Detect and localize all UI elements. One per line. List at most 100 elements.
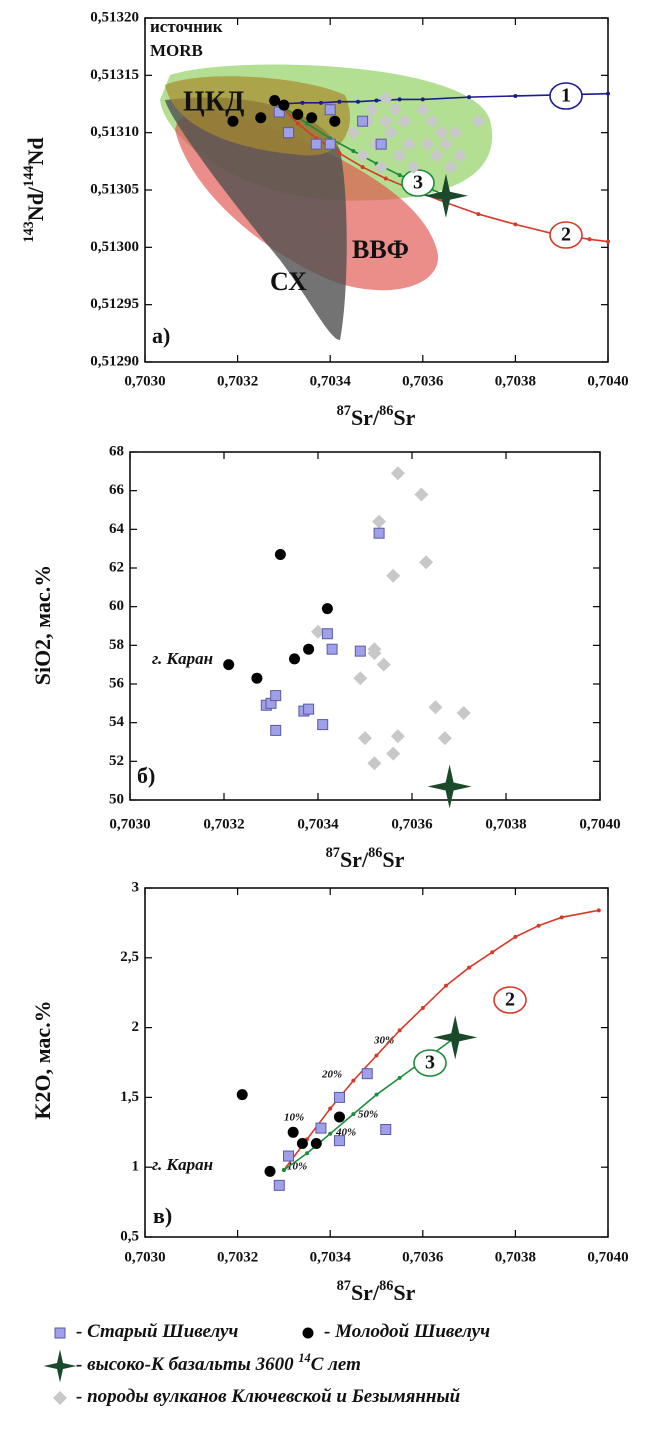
curve-vertex xyxy=(337,151,342,156)
diamond-point xyxy=(311,624,325,639)
circle-point xyxy=(289,653,300,665)
superscript: 14 xyxy=(298,1351,310,1365)
label-part: Sr/ xyxy=(351,405,380,430)
diamond-point xyxy=(406,160,421,175)
square-point xyxy=(270,724,282,736)
diamond-point xyxy=(386,568,401,583)
annotation: 30% xyxy=(373,1035,394,1047)
x-axis-title: 87Sr/86Sr xyxy=(337,403,416,430)
y-tick-label: 0,51300 xyxy=(90,239,139,255)
square-point xyxy=(273,1179,285,1191)
curve-vertex xyxy=(476,212,481,217)
diamond-point xyxy=(428,700,443,715)
diamond-point xyxy=(471,114,486,129)
circle-point xyxy=(251,672,263,684)
diamond-point xyxy=(390,466,405,481)
diamond-point xyxy=(437,731,452,746)
diamond-point xyxy=(390,729,405,744)
x-tick-label: 0,7034 xyxy=(310,1249,352,1265)
diamond-point xyxy=(358,731,372,746)
square-point xyxy=(354,645,366,657)
diamond-point xyxy=(392,148,407,163)
diamond-point xyxy=(386,746,401,761)
square-point xyxy=(373,527,385,539)
annotation: ЦКД xyxy=(183,86,244,117)
curve-vertex xyxy=(596,908,601,913)
square-point xyxy=(310,138,322,150)
square-point xyxy=(324,104,336,116)
annotation: ВВФ xyxy=(352,235,409,264)
legend-marker xyxy=(302,1327,314,1339)
curve-vertex xyxy=(351,1078,356,1083)
x-tick-label: 0,7030 xyxy=(109,816,150,832)
label-part: - Старый Шивелуч xyxy=(76,1321,238,1342)
square-point xyxy=(324,138,336,150)
panel-label: б) xyxy=(137,763,155,788)
curve-label: 3 xyxy=(425,1052,435,1074)
circle-point xyxy=(287,1126,299,1138)
label-part: K2O, мас.% xyxy=(30,1000,55,1119)
mixing-curve xyxy=(283,909,599,1171)
panel-label: а) xyxy=(152,323,170,348)
x-tick-label: 0,7034 xyxy=(310,373,352,389)
square-point xyxy=(270,690,282,702)
diamond-point xyxy=(425,114,440,129)
diamond-point xyxy=(367,642,382,657)
fields xyxy=(160,64,493,340)
y-tick-label: 54 xyxy=(109,714,125,730)
star-point xyxy=(427,764,472,809)
x-axis-title: 87Sr/86Sr xyxy=(326,845,405,872)
plot-frame xyxy=(129,451,601,801)
x-tick-label: 0,7038 xyxy=(485,816,526,832)
square-point xyxy=(321,628,333,640)
legend-label: - Старый Шивелуч xyxy=(76,1321,238,1342)
curve-vertex xyxy=(374,98,379,103)
curve-label: 2 xyxy=(561,224,571,246)
y-tick-label: 0,51305 xyxy=(90,181,139,197)
x-tick-label: 0,7034 xyxy=(297,816,339,832)
curve-vertex xyxy=(536,923,541,928)
legend-marker xyxy=(53,1391,67,1405)
circle-point xyxy=(274,548,286,560)
y-tick-label: 0,51315 xyxy=(90,67,139,83)
label-part: - породы вулканов Ключевской и Безымянны… xyxy=(76,1386,460,1407)
circle-point xyxy=(255,112,267,124)
panel-label: в) xyxy=(153,1203,172,1228)
label-part: Nd xyxy=(23,137,48,165)
x-tick-label: 0,7040 xyxy=(587,1249,628,1265)
x-tick-label: 0,7032 xyxy=(203,816,244,832)
curve-label-circle xyxy=(493,986,527,1014)
curve-vertex xyxy=(383,176,388,181)
label-part: Nd/ xyxy=(23,186,48,221)
y-tick-label: 0,5 xyxy=(120,1228,139,1244)
annotation: СХ xyxy=(270,267,307,296)
y-tick-label: 64 xyxy=(109,521,125,537)
diamond-point xyxy=(367,756,382,771)
x-tick-label: 0,7040 xyxy=(587,373,628,389)
curve-vertex xyxy=(397,1075,402,1080)
curve-vertex xyxy=(559,915,564,920)
annotation: 20% xyxy=(321,1069,342,1081)
annotation: 50% xyxy=(358,1109,378,1121)
curve-label-circle xyxy=(413,1049,447,1077)
square-point xyxy=(283,1150,295,1162)
square-point xyxy=(333,1135,345,1147)
y-tick-label: 0,51295 xyxy=(90,296,139,312)
label-part: Sr/ xyxy=(351,1280,380,1305)
circle-point xyxy=(227,115,239,127)
square-point xyxy=(303,703,315,715)
curve-label: 1 xyxy=(561,85,571,107)
diamond-point xyxy=(378,91,393,106)
diamond-point xyxy=(401,137,416,152)
diamond-point xyxy=(452,148,467,163)
diamond-point xyxy=(434,125,449,140)
y-tick-label: 68 xyxy=(109,443,124,459)
square-point xyxy=(375,138,387,150)
plot-frame xyxy=(144,887,609,1238)
curve-vertex xyxy=(305,1151,310,1156)
circle-point xyxy=(236,1089,248,1101)
label-part: Sr xyxy=(393,1280,415,1305)
x-axis-title: 87Sr/86Sr xyxy=(337,1278,416,1305)
x-tick-label: 0,7036 xyxy=(402,1249,444,1265)
legend-marker xyxy=(54,1327,66,1339)
